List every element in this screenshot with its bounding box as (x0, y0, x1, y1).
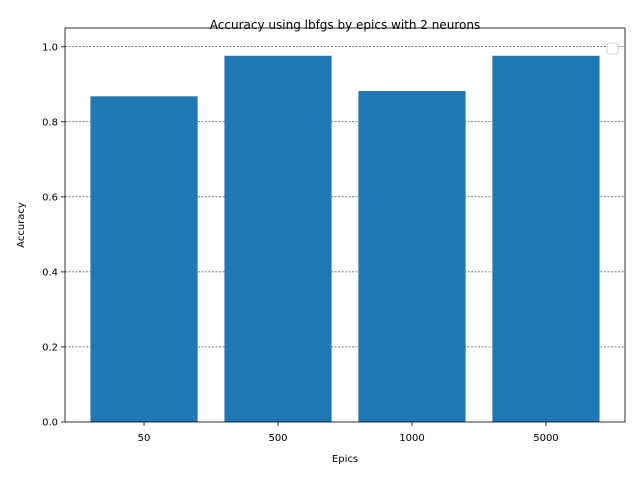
y-ticks: 0.0 0.2 0.4 0.6 0.8 1.0 (42, 42, 65, 429)
y-tick-label: 0.8 (42, 117, 58, 128)
bar-500 (224, 55, 332, 423)
x-ticks: 50 500 1000 5000 (138, 422, 559, 444)
legend-box (606, 42, 619, 55)
bar-5000 (492, 55, 600, 423)
y-axis-label: Accuracy (16, 202, 27, 248)
y-tick-label: 0.2 (42, 342, 58, 353)
bar-50 (90, 96, 198, 422)
y-tick-label: 1.0 (42, 42, 58, 53)
bars (90, 55, 600, 423)
bar-1000 (358, 91, 466, 422)
x-tick-label: 50 (138, 433, 151, 444)
x-axis-label: Epics (332, 454, 358, 465)
y-tick-label: 0.0 (42, 418, 58, 429)
y-tick-label: 0.4 (42, 267, 58, 278)
y-tick-label: 0.6 (42, 192, 58, 203)
x-tick-label: 5000 (533, 433, 558, 444)
plot-frame (64, 27, 626, 423)
chart-title: Accuracy using lbfgs by epics with 2 neu… (210, 18, 480, 32)
x-tick-label: 1000 (399, 433, 424, 444)
x-tick-label: 500 (268, 433, 287, 444)
